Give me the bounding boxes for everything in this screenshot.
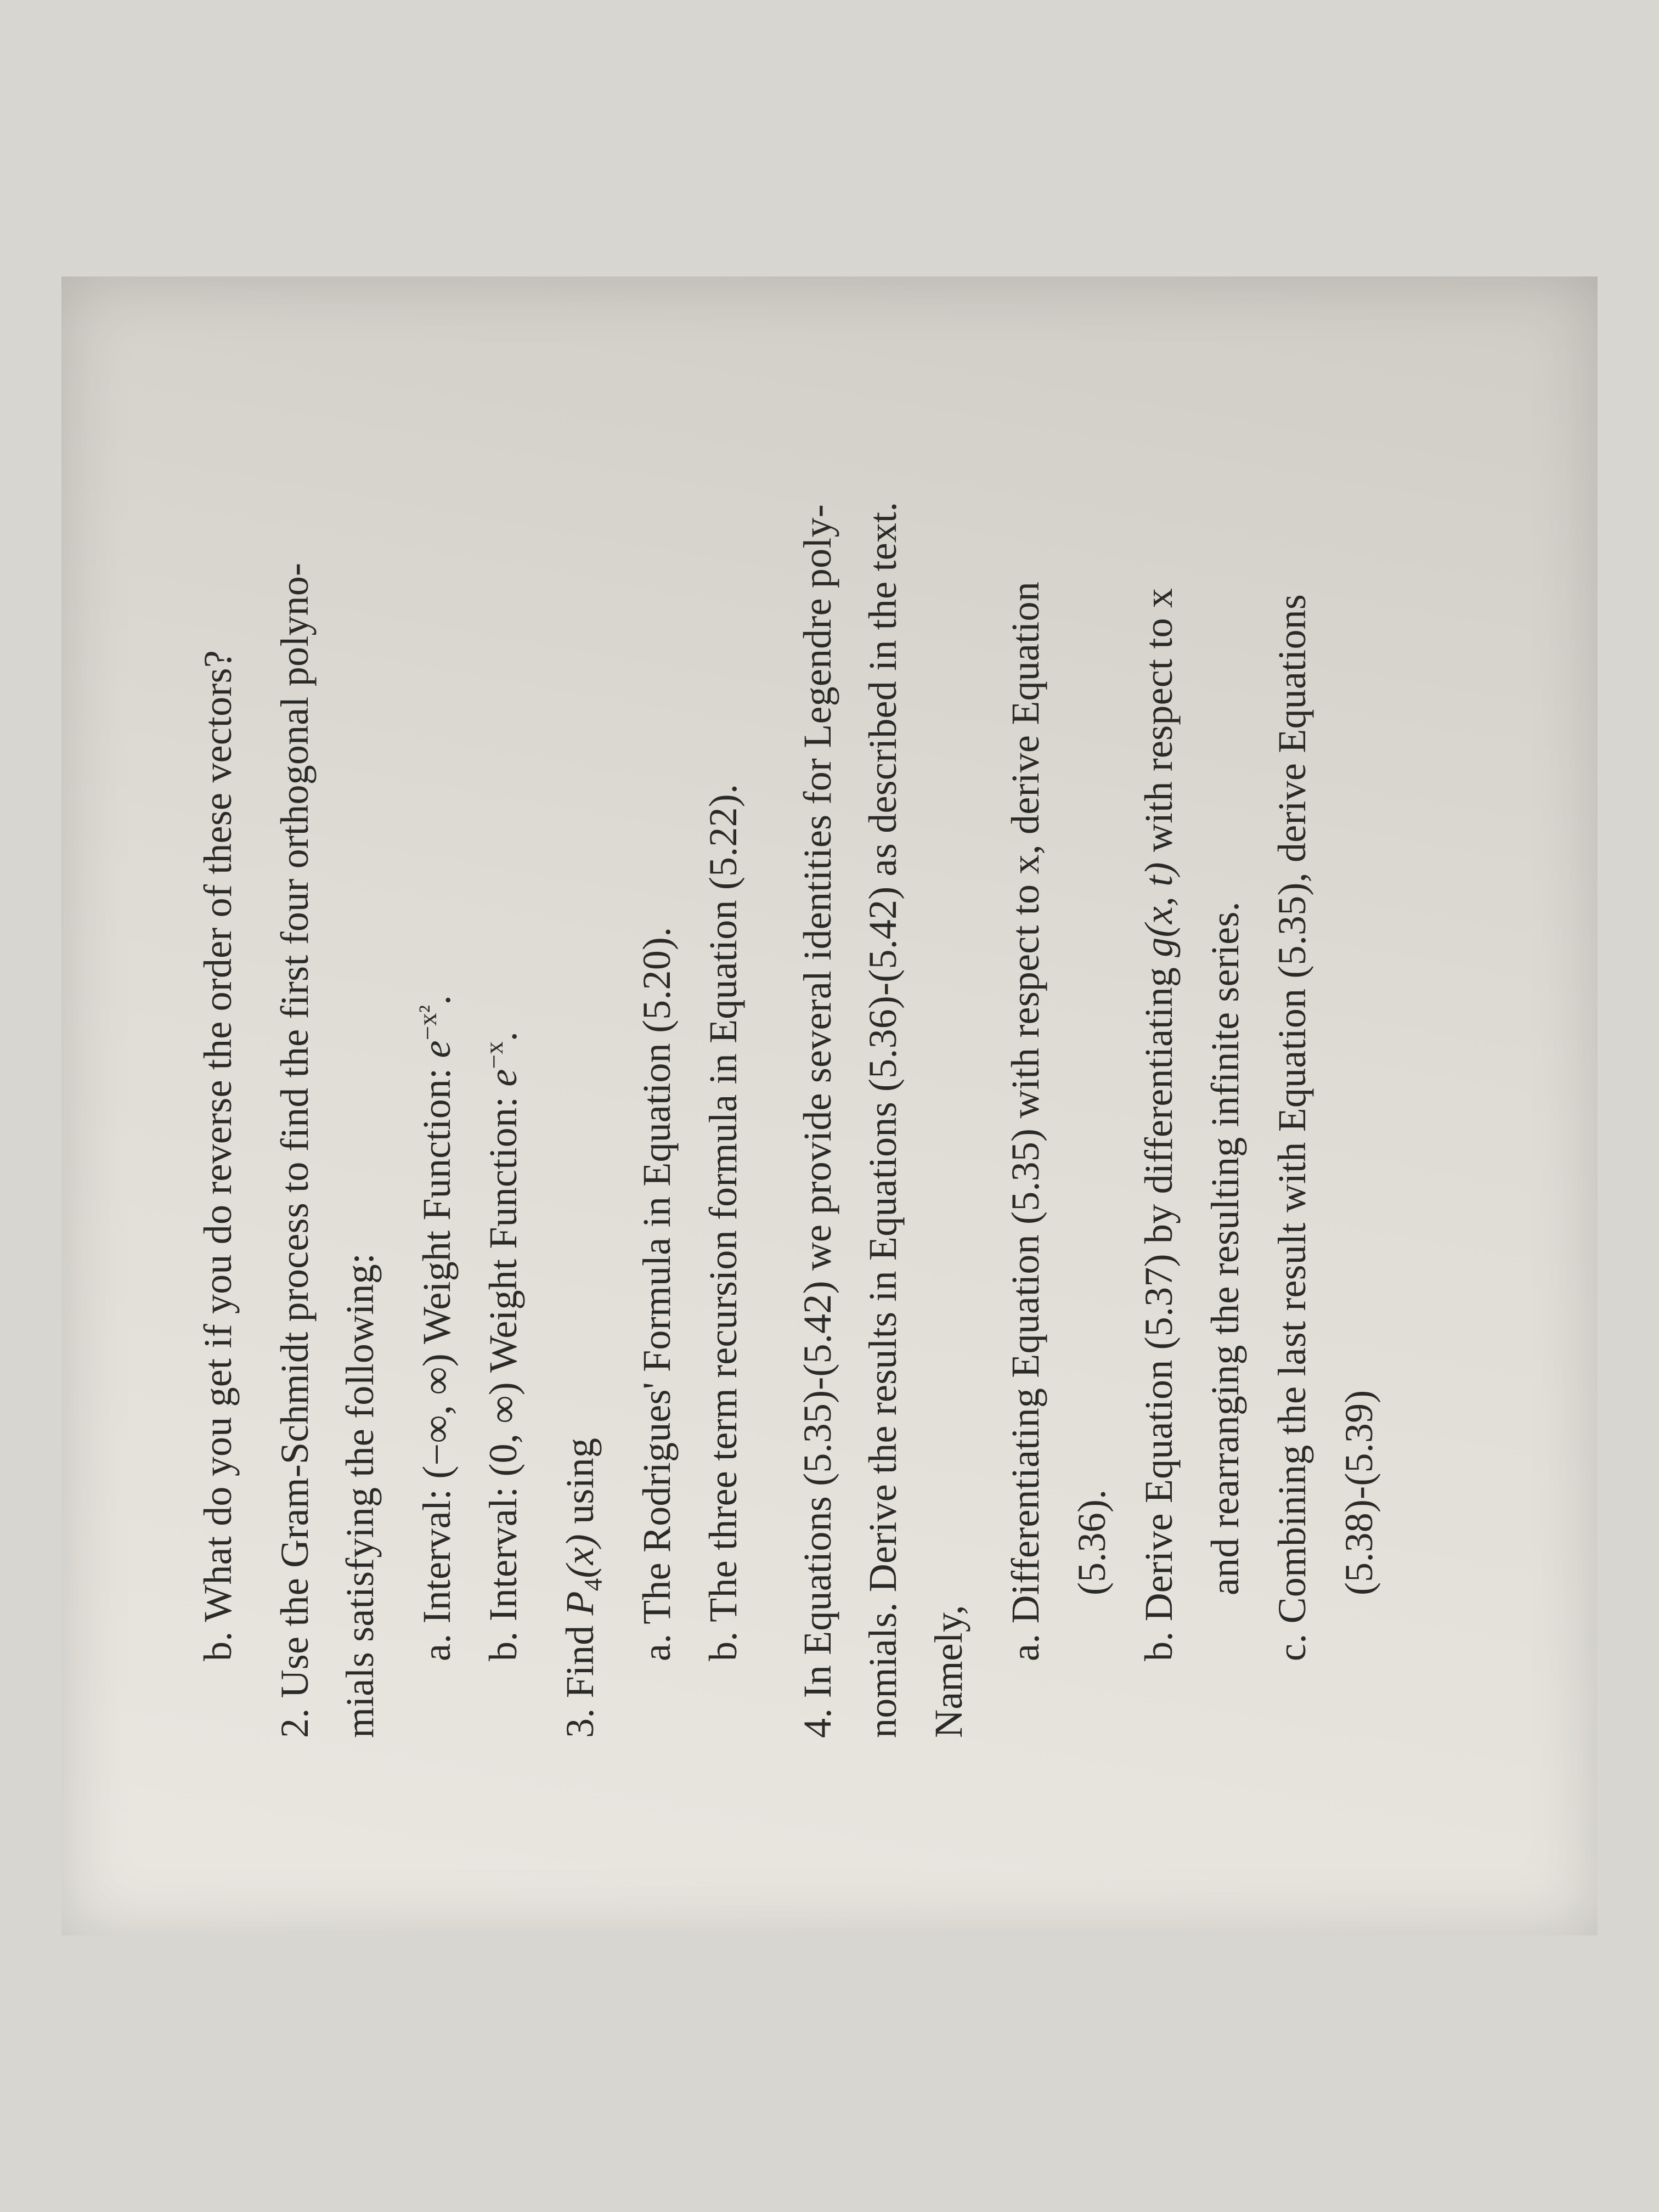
text: a. Interval: (−∞, ∞) Weight Function: — [415, 1058, 459, 1661]
q3: 3. Find P4(x) using — [550, 441, 611, 1738]
text: and rearranging the resulting infinite s… — [1203, 901, 1247, 1595]
q3-part-a: a. The Rodrigues' Formula in Equation (5… — [627, 441, 688, 1661]
math-exp: −x — [480, 1041, 509, 1069]
q4-part-c-l1: c. Combining the last result with Equati… — [1262, 441, 1323, 1661]
math-arg: (x) — [558, 1534, 602, 1578]
q2: 2. Use the Gram-Schmidt process to find … — [264, 441, 326, 1738]
text: using — [558, 1438, 602, 1534]
math-P: P — [558, 1591, 602, 1615]
math-e: e — [415, 1040, 459, 1058]
text: b. The three term recursion formula in E… — [701, 784, 745, 1661]
q4-part-b-l1: b. Derive Equation (5.37) by differentia… — [1128, 441, 1190, 1661]
q4-part-b-l2: and rearranging the resulting infinite s… — [1195, 441, 1256, 1595]
text: b. Derive Equation (5.37) by differentia… — [1137, 957, 1181, 1661]
text: mials satisfying the following: — [338, 1253, 382, 1738]
q4: 4. In Equations (5.35)-(5.42) we provide… — [787, 441, 849, 1738]
q4-cont2: Namely, — [918, 441, 980, 1738]
text: a. Differentiating Equation (5.35) with … — [1003, 582, 1047, 1661]
q2-part-a: a. Interval: (−∞, ∞) Weight Function: e−… — [407, 441, 468, 1661]
q2-cont: mials satisfying the following: — [330, 441, 391, 1738]
text: with respect to x — [1137, 588, 1181, 862]
text: 2. Use the Gram-Schmidt process to find … — [273, 563, 317, 1738]
text: . — [481, 1031, 525, 1041]
q4-part-a-l2: (5.36). — [1062, 441, 1123, 1595]
q4-part-c-l2: (5.38)-(5.39) — [1329, 441, 1390, 1595]
text: . — [415, 995, 459, 1005]
text: Namely, — [927, 1605, 970, 1738]
text: b. What do you get if you do reverse the… — [196, 650, 240, 1661]
q4-part-a-l1: a. Differentiating Equation (5.35) with … — [995, 441, 1057, 1661]
math-sub-4: 4 — [579, 1578, 607, 1592]
math-e: e — [481, 1069, 525, 1086]
text: (5.38)-(5.39) — [1337, 1390, 1381, 1595]
text: 4. In Equations (5.35)-(5.42) we provide… — [795, 504, 839, 1738]
text: nomials. Derive the results in Equations… — [861, 502, 905, 1738]
q1-part-b: b. What do you get if you do reverse the… — [188, 441, 249, 1661]
text: (5.36). — [1070, 1489, 1114, 1595]
q2-part-b: b. Interval: (0, ∞) Weight Function: e−x… — [473, 441, 534, 1661]
math-args: (x, t) — [1137, 862, 1181, 937]
text: c. Combining the last result with Equati… — [1270, 594, 1314, 1661]
q4-cont1: nomials. Derive the results in Equations… — [853, 441, 914, 1738]
q3-part-b: b. The three term recursion formula in E… — [693, 441, 754, 1661]
rotated-page: b. What do you get if you do reverse the… — [0, 276, 1659, 1936]
math-g: g — [1137, 937, 1181, 957]
math-exp: −x² — [414, 1005, 442, 1040]
textbook-page: b. What do you get if you do reverse the… — [61, 276, 1598, 1936]
text: b. Interval: (0, ∞) Weight Function: — [481, 1087, 525, 1661]
text: 3. Find — [558, 1615, 602, 1738]
text: a. The Rodrigues' Formula in Equation (5… — [635, 927, 679, 1661]
